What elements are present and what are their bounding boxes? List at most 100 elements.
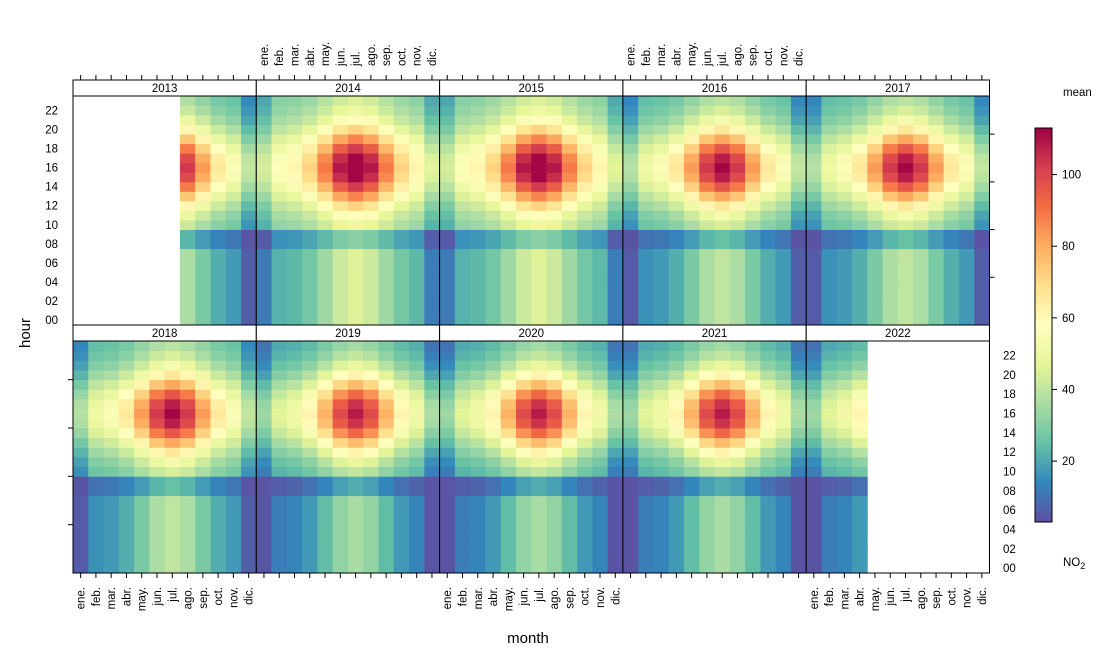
month-tick-label-bottom: abr. <box>855 587 867 606</box>
heat-cell <box>332 296 349 307</box>
heat-cell <box>714 286 731 297</box>
heat-cell <box>699 418 715 429</box>
heat-cell <box>714 267 731 278</box>
heat-cell <box>515 191 532 202</box>
heat-cell <box>286 360 303 371</box>
heat-cell <box>134 447 150 458</box>
heat-cell <box>806 162 822 173</box>
heat-cell <box>271 229 288 240</box>
heat-cell <box>531 96 547 106</box>
heat-cell <box>454 534 471 545</box>
heat-cell <box>515 248 532 259</box>
heat-cell <box>806 505 822 516</box>
heat-cell <box>454 389 471 400</box>
heat-cell <box>378 220 395 230</box>
heat-cell <box>699 277 715 288</box>
heat-cell <box>424 476 441 487</box>
heat-cell <box>149 486 166 497</box>
heat-cell <box>974 210 990 221</box>
heat-cell <box>684 457 700 468</box>
heat-cell <box>103 524 120 535</box>
heat-cell <box>302 305 318 316</box>
heat-cell <box>225 239 242 250</box>
heat-cell <box>897 124 914 135</box>
heat-cell <box>867 162 883 173</box>
heat-cell <box>775 379 792 390</box>
heat-cell <box>409 505 425 516</box>
heat-cell <box>393 389 410 400</box>
heat-cell <box>73 418 89 429</box>
heat-cell <box>760 134 777 145</box>
heat-cell <box>592 515 609 526</box>
heat-cell <box>852 296 868 307</box>
heat-cell <box>546 305 563 316</box>
heat-cell <box>760 286 777 297</box>
heat-cell <box>363 248 379 259</box>
heat-cell <box>164 389 181 400</box>
heat-cell <box>485 350 502 361</box>
heat-cell <box>638 134 654 145</box>
heat-cell <box>393 191 410 202</box>
heat-cell <box>118 534 135 545</box>
heat-cell <box>470 115 486 126</box>
heat-cell <box>668 360 685 371</box>
heat-cell <box>806 220 822 230</box>
hour-tick-label-right: 10 <box>1003 467 1016 479</box>
heat-cell <box>485 172 502 183</box>
heat-cell <box>363 563 379 574</box>
heat-cell <box>393 200 410 211</box>
panel-2021: 2021 <box>622 324 807 574</box>
heat-cell <box>958 267 975 278</box>
heat-cell <box>882 258 899 269</box>
heat-cell <box>607 399 624 410</box>
heat-cell <box>424 379 441 390</box>
heat-cell <box>515 534 532 545</box>
heat-cell <box>439 534 456 545</box>
heat-cell <box>622 143 639 154</box>
heat-cell <box>806 408 822 419</box>
heat-cell <box>241 486 257 497</box>
heat-cell <box>286 428 303 439</box>
heat-cell <box>317 258 334 269</box>
heat-cell <box>653 466 670 477</box>
heat-cell <box>745 124 761 135</box>
heat-cell <box>836 96 853 106</box>
heat-cell <box>668 408 685 419</box>
heat-cell <box>470 305 486 316</box>
heat-cell <box>485 191 502 202</box>
heat-cell <box>439 544 456 555</box>
heat-cell <box>332 399 349 410</box>
heat-cell <box>454 286 471 297</box>
month-tick-label-top: dic. <box>794 48 806 66</box>
heat-cell <box>179 505 196 516</box>
heat-cell <box>867 143 883 154</box>
heat-cell <box>256 495 272 506</box>
heat-cell <box>103 534 120 545</box>
heat-cell <box>363 105 379 116</box>
month-tick-label-bottom: may. <box>503 587 515 611</box>
heat-cell <box>500 124 517 135</box>
heat-cell <box>592 360 609 371</box>
heat-cell <box>454 486 471 497</box>
heat-cell <box>668 553 685 564</box>
heat-cell <box>179 191 196 202</box>
heat-cell <box>836 389 853 400</box>
heat-cell <box>378 143 395 154</box>
heat-cell <box>790 563 807 574</box>
heat-cell <box>882 153 899 164</box>
heat-cell <box>515 200 532 211</box>
heat-cell <box>393 370 410 381</box>
heat-cell <box>821 515 838 526</box>
heat-cell <box>103 399 120 410</box>
heat-cell <box>225 466 242 477</box>
heat-cell <box>73 534 89 545</box>
heat-cell <box>561 457 578 468</box>
heat-cell <box>393 457 410 468</box>
heat-cell <box>378 437 395 448</box>
heat-cell <box>684 534 700 545</box>
heat-cell <box>577 466 593 477</box>
heat-cell <box>470 389 486 400</box>
heat-cell <box>424 115 441 126</box>
heat-cell <box>195 181 211 192</box>
